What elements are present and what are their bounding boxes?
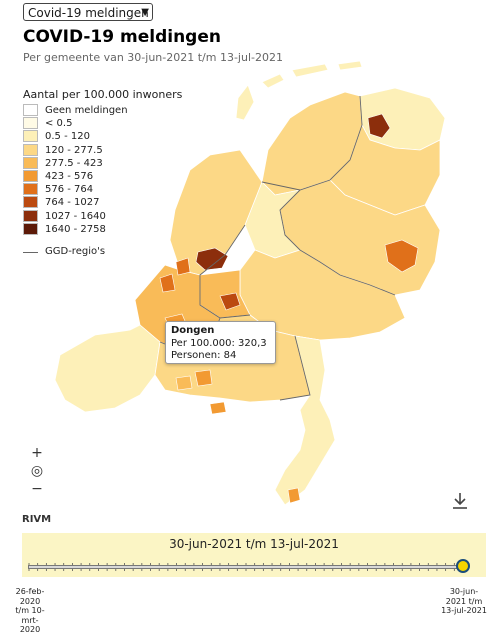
dataset-select[interactable]: Covid-19 meldingen ▼ (23, 3, 153, 21)
timeline-start-label: 26-feb-2020 t/m 10-mrt-2020 (15, 587, 45, 634)
legend-label: Geen meldingen (45, 105, 128, 116)
legend-label: 423 - 576 (45, 170, 94, 182)
legend-swatch (23, 196, 38, 209)
page-subtitle: Per gemeente van 30-jun-2021 t/m 13-jul-… (23, 51, 283, 64)
ggd-boundary-west (199, 224, 251, 319)
region-ameland (337, 60, 363, 71)
hotspot-amsterdam (195, 247, 229, 271)
region-vlieland (261, 73, 285, 89)
legend-label: 1027 - 1640 (45, 210, 106, 222)
chevron-down-icon: ▼ (141, 7, 149, 18)
municipality-tooltip: Dongen Per 100.000: 320,3 Personen: 84 (165, 321, 276, 364)
ggd-label: GGD-regio's (45, 246, 106, 257)
timeline-slider-track[interactable] (28, 565, 464, 569)
legend-swatch (23, 169, 38, 182)
legend-swatch (23, 143, 38, 156)
legend-swatch (23, 117, 38, 130)
legend-label: 0.5 - 120 (45, 131, 90, 143)
legend-label: 576 - 764 (45, 184, 94, 196)
zoom-out-button[interactable]: − (31, 481, 43, 497)
tooltip-persons: Personen: 84 (171, 350, 237, 361)
hotspot-dongen (194, 369, 213, 387)
download-icon[interactable] (449, 490, 471, 512)
timeline-slider-handle[interactable] (456, 559, 470, 573)
hotspot-tilburg (209, 401, 227, 415)
region-texel (235, 84, 255, 121)
tooltip-name: Dongen (171, 325, 215, 336)
legend-swatch (23, 104, 38, 116)
legend-label: 277.5 - 423 (45, 157, 103, 169)
hotspot-utrecht (219, 292, 241, 311)
region-zeeland (54, 324, 161, 413)
hotspot-groningen-city (367, 113, 391, 139)
ggd-boundary-east (279, 189, 396, 296)
tooltip-rate: Per 100.000: 320,3 (171, 337, 267, 349)
hotspot-breda (175, 375, 193, 391)
legend-title: Aantal per 100.000 inwoners (23, 88, 183, 101)
locate-button[interactable]: ◎ (30, 463, 44, 479)
legend-swatch (23, 130, 38, 143)
dataset-select-value: Covid-19 meldingen (28, 6, 149, 20)
region-terschelling (291, 63, 329, 78)
ggd-boundary-north (261, 95, 363, 191)
zoom-in-button[interactable]: + (31, 445, 43, 461)
timeline-end-label: 30-jun-2021 t/m 13-jul-2021 (441, 587, 487, 615)
hotspot-haarlem (175, 257, 191, 276)
legend-label: 1640 - 2758 (45, 223, 106, 235)
legend-swatch (23, 209, 38, 222)
timeline-period: 30-jun-2021 t/m 13-jul-2021 (22, 533, 486, 555)
legend-label: < 0.5 (45, 118, 73, 130)
hotspot-leiden (159, 273, 176, 293)
legend-swatch (23, 222, 38, 235)
map-attribution: RIVM (22, 514, 52, 525)
ggd-line-icon (23, 252, 38, 253)
hotspot-maastricht (287, 487, 301, 504)
legend-swatch (23, 183, 38, 196)
hotspot-enschede (384, 239, 419, 273)
map-controls: + ◎ − (28, 444, 46, 498)
legend-label: 120 - 277.5 (45, 144, 103, 156)
legend-label: 764 - 1027 (45, 197, 100, 209)
page-title: COVID-19 meldingen (23, 27, 221, 47)
legend-swatch (23, 156, 38, 169)
